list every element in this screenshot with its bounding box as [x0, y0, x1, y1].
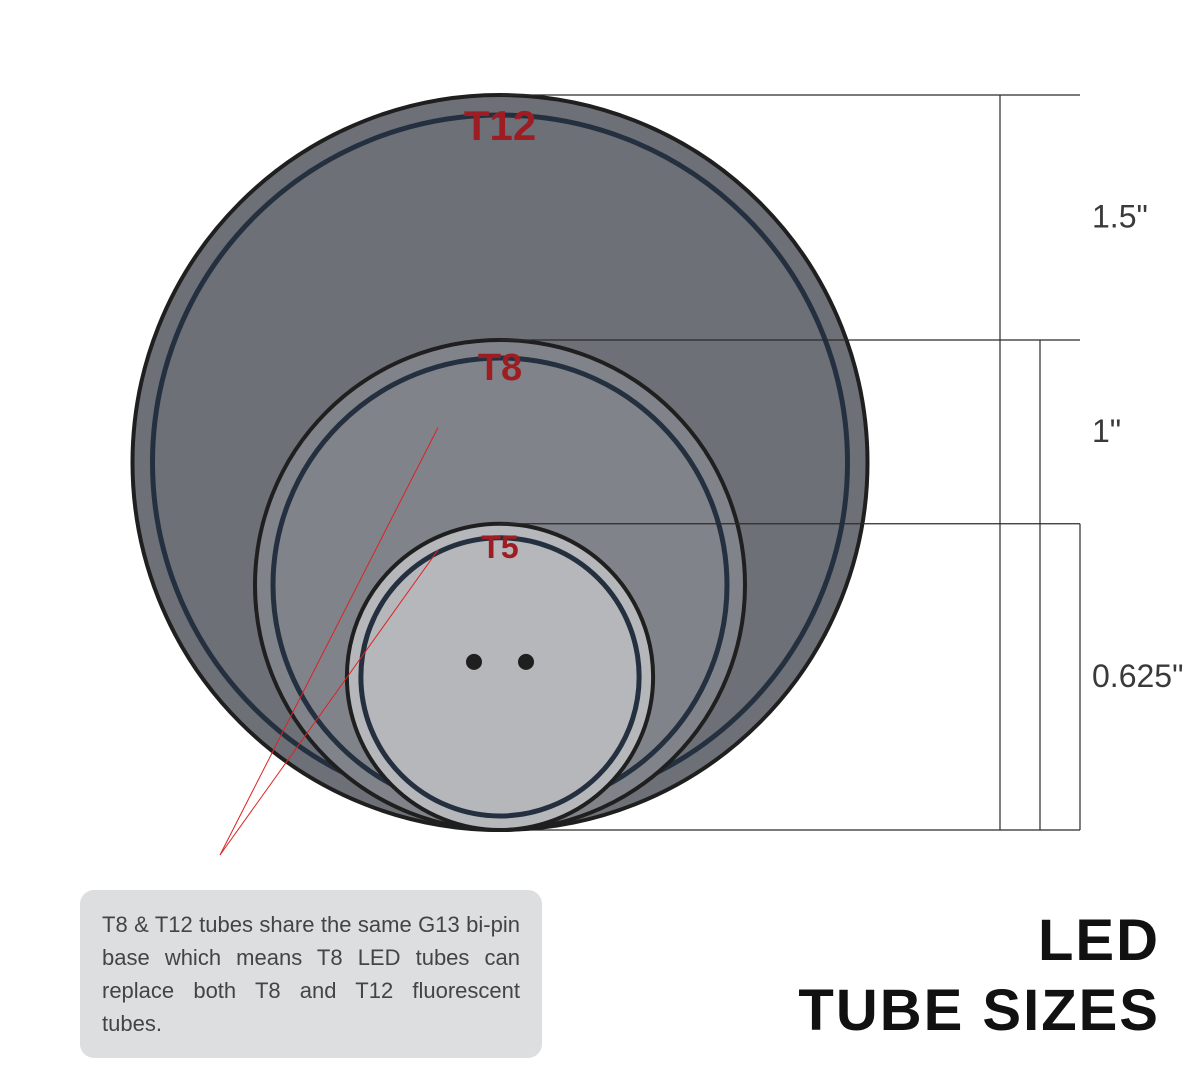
title-line-2: TUBE SIZES	[798, 978, 1160, 1043]
tube-t5-pin	[518, 654, 534, 670]
tube-t5-outer	[347, 524, 653, 830]
dim-label-t12: 1.5"	[1092, 199, 1148, 235]
dim-label-t5: 0.625"	[1092, 658, 1183, 694]
info-note: T8 & T12 tubes share the same G13 bi-pin…	[80, 890, 542, 1058]
tube-t12-label: T12	[464, 102, 536, 149]
tube-t8-label: T8	[478, 347, 522, 389]
tube-t5-label: T5	[481, 529, 518, 565]
title-line-1: LED	[1038, 908, 1160, 973]
dim-label-t8: 1"	[1092, 413, 1121, 449]
tube-t5-pin	[466, 654, 482, 670]
